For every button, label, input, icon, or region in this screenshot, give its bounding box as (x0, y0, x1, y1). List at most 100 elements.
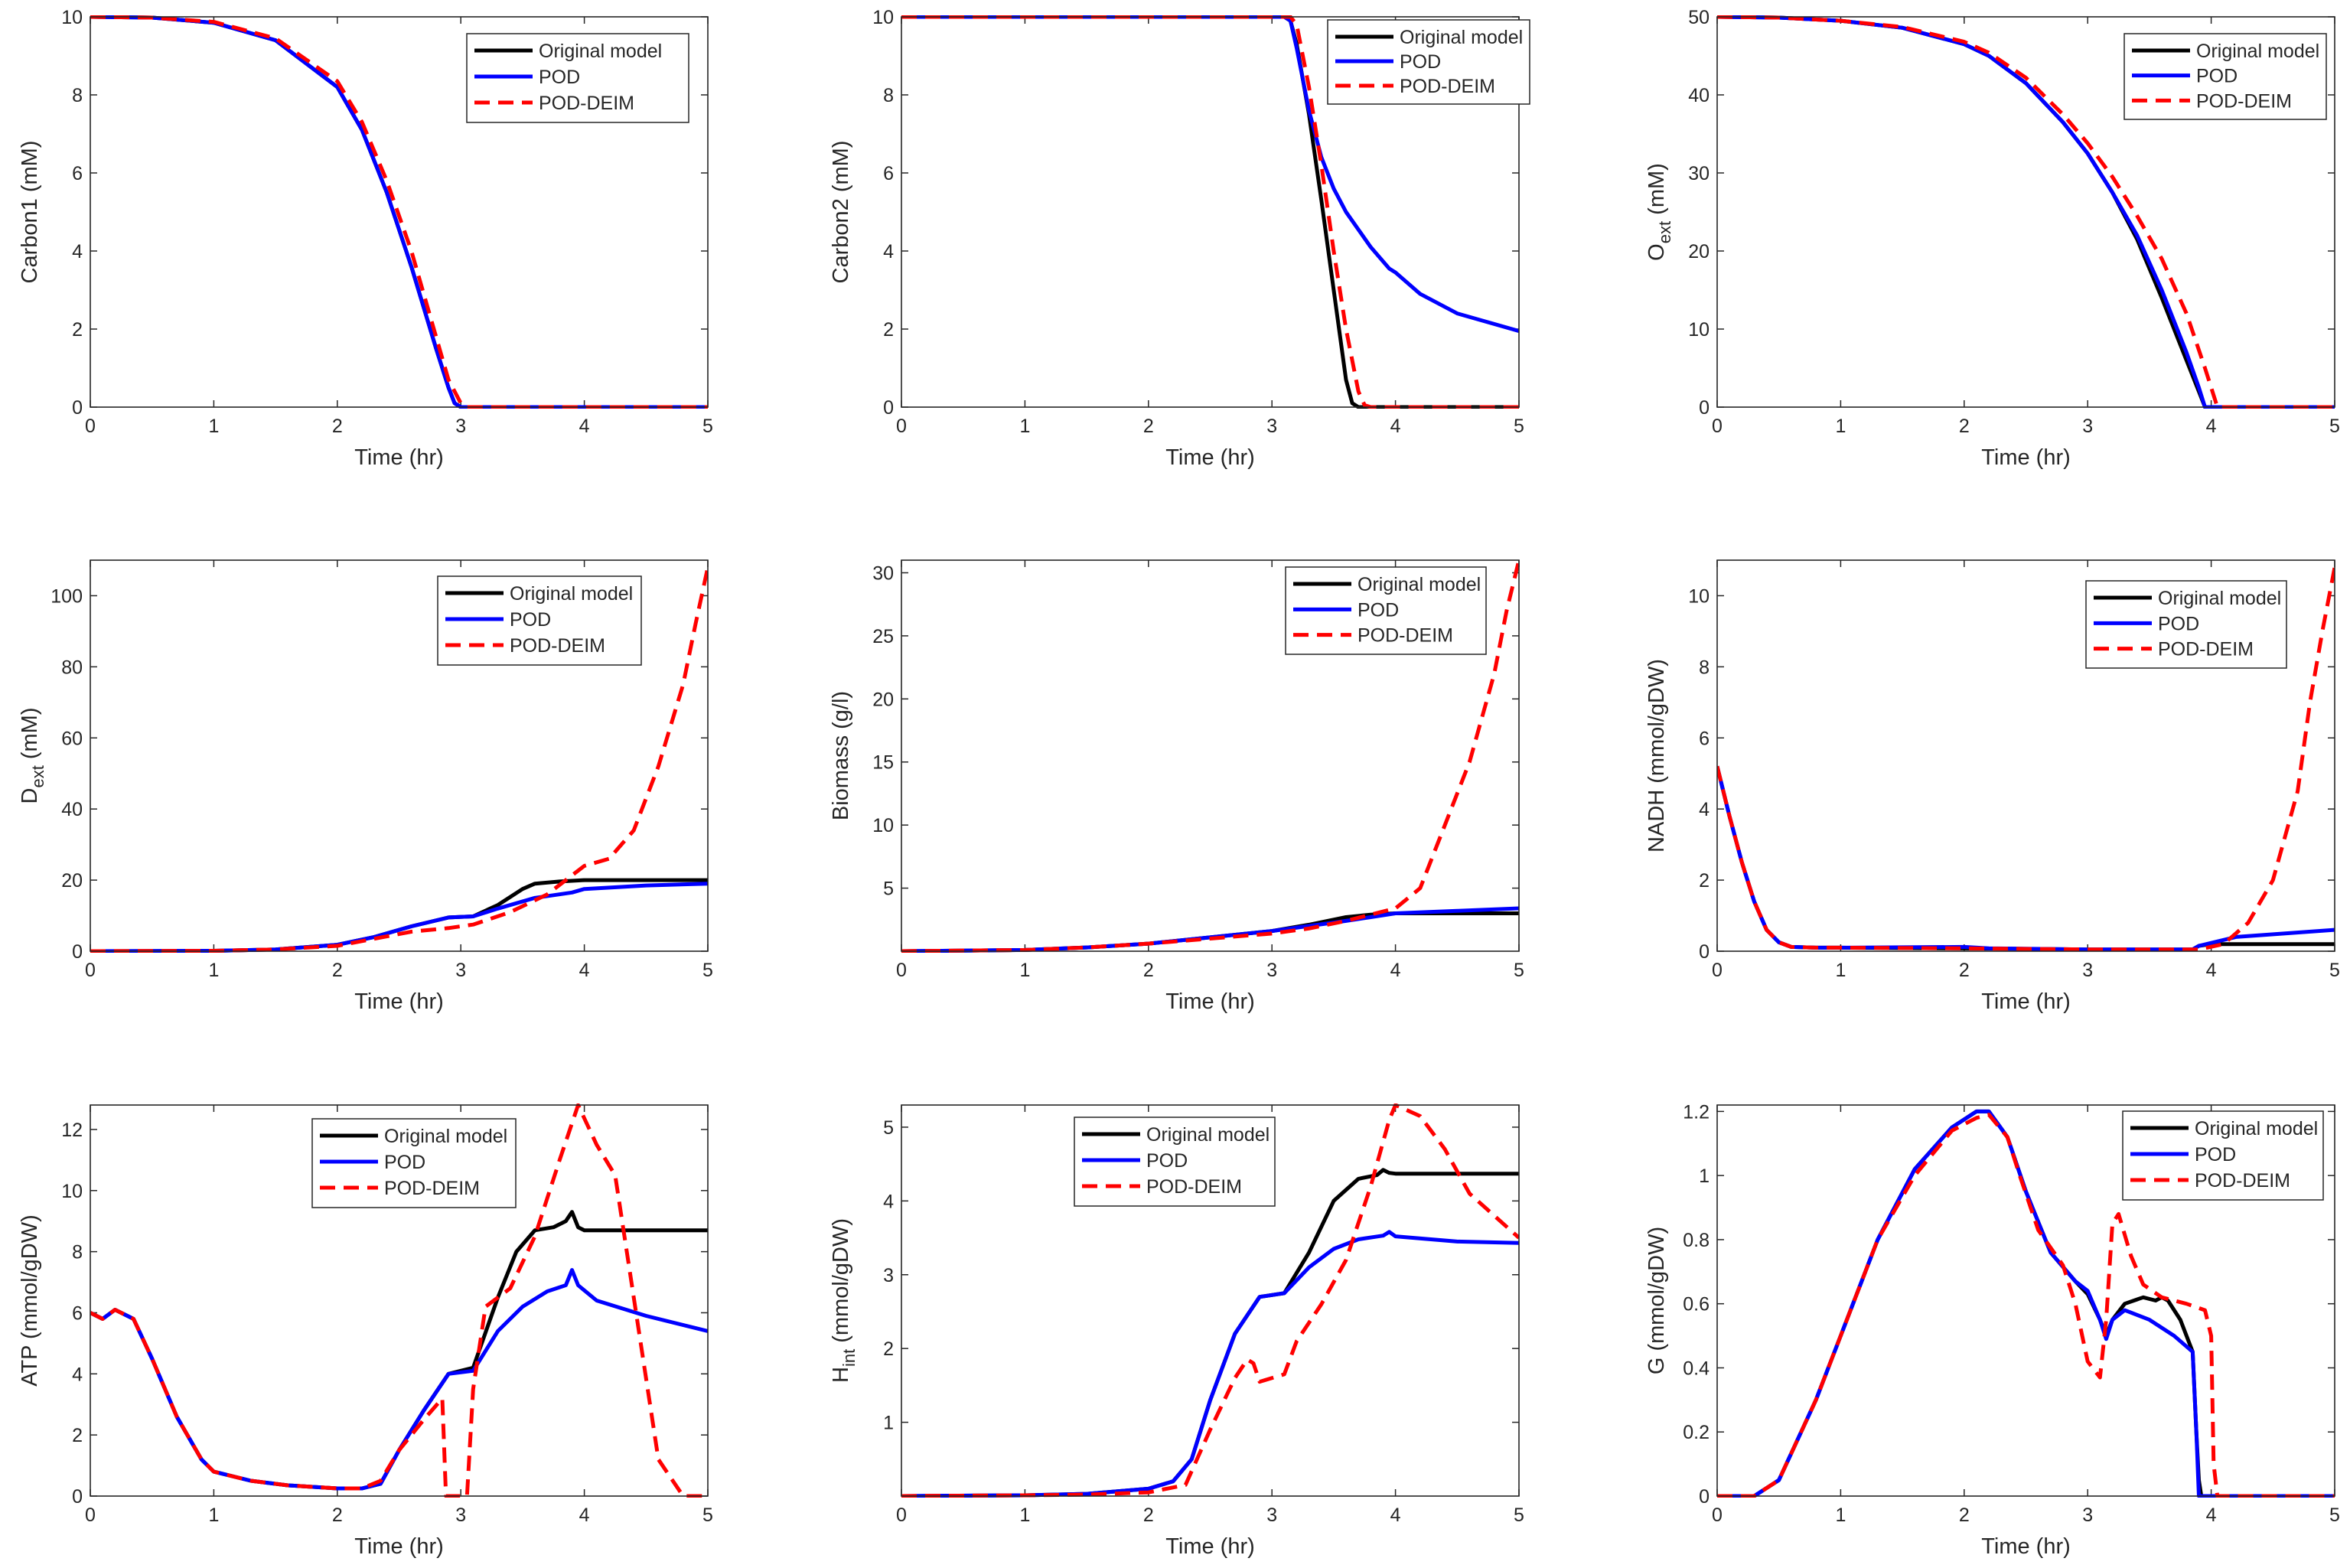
legend-box (466, 33, 689, 123)
y-tick-label: 6 (72, 1302, 83, 1324)
x-tick-label: 3 (455, 960, 466, 981)
x-tick-label: 3 (2082, 1504, 2093, 1526)
x-tick-label: 3 (455, 416, 466, 437)
y-tick-label: 8 (72, 85, 83, 106)
series-group (90, 1103, 708, 1498)
legend-label: POD-DEIM (1400, 76, 1495, 97)
series-line-pod-deim (1717, 15, 2335, 409)
axes-box (901, 559, 1520, 952)
y-tick-label: 10 (1688, 319, 1710, 341)
axes-box (90, 16, 709, 408)
y-tick-label: 40 (1688, 85, 1710, 106)
x-tick-label: 2 (1959, 960, 1970, 981)
x-tick-label: 4 (579, 1504, 590, 1526)
legend-label: POD (2195, 1144, 2236, 1165)
x-tick-label: 3 (455, 1504, 466, 1526)
legend: Original model POD POD-DEIM (2123, 33, 2327, 120)
series-line-pod-deim (1717, 566, 2335, 952)
y-tick-label: 8 (883, 85, 894, 106)
chart-panel-8: 0 1 2 3 4 5 1 2 3 4 5 Time (hr) Hint (mmol/gDW) Origi… (829, 1103, 1524, 1559)
axes-box (901, 1104, 1520, 1497)
y-tick-label: 0.4 (1683, 1358, 1710, 1379)
x-tick-label: 1 (208, 1504, 219, 1526)
x-tick-label: 1 (1019, 416, 1030, 437)
legend-label: Original model (1358, 574, 1481, 595)
y-tick-label: 8 (1699, 657, 1710, 678)
legend-label: POD-DEIM (384, 1178, 480, 1199)
y-axis-label-main: G (mmol/gDW) (1644, 1227, 1669, 1374)
x-tick-label: 3 (1266, 1504, 1277, 1526)
legend-label: POD-DEIM (1146, 1176, 1242, 1198)
y-axis-label: G (mmol/gDW) (1644, 1227, 1669, 1374)
x-tick-label: 4 (2206, 416, 2217, 437)
y-tick-label: 80 (61, 657, 83, 678)
y-tick-label: 4 (1699, 799, 1710, 820)
x-axis-label: Time (hr) (1981, 989, 2071, 1014)
y-tick-label: 0 (72, 397, 83, 419)
axes-box (1716, 16, 2335, 408)
y-tick-label: 1 (1699, 1165, 1710, 1187)
legend-label: POD (2196, 66, 2238, 87)
x-tick-label: 5 (2329, 1504, 2340, 1526)
y-axis-label-main: Biomass (g/l) (829, 691, 853, 820)
axes-box (90, 1104, 709, 1497)
y-tick-label: 6 (883, 163, 894, 184)
y-tick-label: 30 (872, 562, 894, 584)
legend-label: POD (2158, 613, 2199, 634)
series-group (90, 566, 708, 953)
legend: Original model POD POD-DEIM (466, 33, 689, 123)
y-axis-label: Hint (mmol/gDW) (829, 1218, 859, 1383)
x-tick-label: 2 (1143, 1504, 1154, 1526)
y-tick-label: 6 (1699, 728, 1710, 749)
x-tick-label: 4 (2206, 960, 2217, 981)
series-group (90, 15, 708, 409)
y-tick-label: 3 (883, 1265, 894, 1286)
series-group (901, 559, 1519, 953)
y-tick-label: 0 (883, 397, 894, 419)
series-group (1717, 566, 2335, 952)
series-group (1717, 15, 2335, 409)
legend-label: POD (1146, 1150, 1188, 1172)
x-axis-label: Time (hr) (1981, 1534, 2071, 1559)
y-axis-label: Oext (mM) (1644, 163, 1674, 261)
legend-label: POD (510, 609, 551, 631)
x-tick-label: 0 (896, 1504, 907, 1526)
legend: Original model POD POD-DEIM (2122, 1110, 2324, 1201)
chart-panel-2: 0 1 2 3 4 5 0 2 4 6 8 10 Time (hr) Carbon2 (mM) Origin… (829, 7, 1530, 470)
x-axis-label: Time (hr) (354, 445, 444, 470)
legend-label: POD-DEIM (510, 635, 605, 657)
series-line-pod (901, 15, 1519, 334)
y-tick-label: 0 (1699, 397, 1710, 419)
x-axis-label: Time (hr) (1165, 989, 1255, 1014)
x-axis-label: Time (hr) (1165, 1534, 1255, 1559)
legend-label: Original model (510, 583, 633, 605)
y-axis-label: Dext (mM) (18, 708, 47, 804)
x-tick-label: 5 (2329, 960, 2340, 981)
axes-box (1716, 1104, 2335, 1497)
chart-panel-5: 0 1 2 3 4 5 5 10 15 20 25 30 Time (hr) Biomass (g/l) O… (829, 559, 1524, 1014)
legend-label: POD-DEIM (1358, 625, 1453, 647)
legend-label: Original model (2158, 588, 2281, 609)
legend: Original model POD POD-DEIM (311, 1118, 517, 1208)
y-axis-label: Carbon2 (mM) (829, 141, 853, 284)
y-tick-label: 4 (72, 1364, 83, 1385)
y-tick-label: 0 (1699, 941, 1710, 963)
legend: Original model POD POD-DEIM (1327, 19, 1530, 105)
x-tick-label: 1 (1835, 1504, 1846, 1526)
legend-label: POD (384, 1152, 425, 1173)
y-tick-label: 5 (883, 1117, 894, 1139)
x-tick-label: 2 (1143, 416, 1154, 437)
series-line-pod-deim (1717, 1113, 2335, 1498)
x-tick-label: 4 (579, 416, 590, 437)
y-tick-label: 0.8 (1683, 1230, 1710, 1251)
x-tick-label: 2 (1143, 960, 1154, 981)
x-tick-label: 4 (1390, 960, 1401, 981)
series-line-pod-deim (90, 1103, 708, 1498)
legend: Original model POD POD-DEIM (2085, 580, 2287, 669)
x-tick-label: 5 (702, 416, 713, 437)
x-tick-label: 4 (1390, 416, 1401, 437)
y-axis-label-subscript: ext (28, 765, 47, 787)
legend-label: POD (1358, 599, 1399, 621)
